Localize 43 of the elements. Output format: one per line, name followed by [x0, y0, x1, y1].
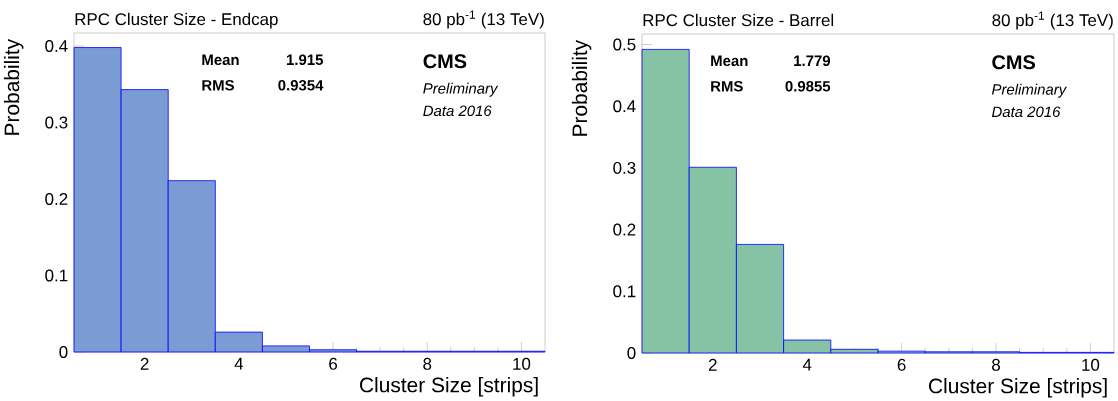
- y-tick-label: 0: [627, 347, 636, 359]
- x-tick-label: 4: [802, 358, 812, 371]
- x-tick-label: 10: [1082, 358, 1100, 371]
- chart-subtitle: 80 pb$^{-1}$ (13 TeV): [992, 11, 1113, 30]
- y-axis-title: Probability: [571, 39, 592, 136]
- y-tick-label: 0.3: [613, 161, 636, 174]
- x-tick-label: 6: [329, 357, 338, 370]
- y-axis-title: Probability: [3, 38, 24, 135]
- annotation: Preliminary: [423, 82, 499, 97]
- annotation: CMS: [992, 55, 1035, 70]
- annotation: Data 2016: [423, 105, 492, 117]
- y-tick-label: 0.2: [613, 223, 636, 236]
- x-tick-label: 2: [708, 358, 717, 371]
- annotation: 0.9855: [785, 80, 831, 92]
- annotation: 1.779: [794, 55, 831, 67]
- x-tick-label: 6: [897, 358, 906, 371]
- annotation: 1.915: [286, 54, 324, 66]
- x-tick-label: 8: [423, 357, 432, 370]
- annotation: Data 2016: [991, 106, 1061, 118]
- y-tick-label: 0.4: [45, 40, 68, 53]
- annotation: 0.9354: [278, 79, 324, 91]
- y-tick-label: 0.1: [613, 285, 636, 298]
- x-axis-title: Cluster Size [strips]: [360, 376, 538, 397]
- annotation: CMS: [423, 54, 467, 69]
- y-tick-label: 0.3: [45, 116, 68, 129]
- x-tick-label: 8: [992, 358, 1000, 371]
- chart-title: RPC Cluster Size - Barrel: [643, 13, 834, 27]
- y-tick-label: 0.2: [45, 193, 68, 205]
- y-tick-label: 0: [59, 346, 68, 358]
- y-tick-label: 0.1: [45, 269, 68, 282]
- y-tick-label: 0.5: [613, 38, 636, 51]
- chart-subtitle: 80 pb$^{-1}$ (13 TeV): [423, 10, 544, 29]
- annotation: Mean: [711, 55, 748, 67]
- annotation: RMS: [711, 80, 743, 92]
- x-tick-label: 2: [140, 357, 149, 370]
- annotation: Preliminary: [991, 83, 1067, 98]
- y-tick-label: 0.4: [613, 100, 636, 113]
- x-tick-label: 4: [234, 357, 244, 370]
- x-tick-label: 10: [513, 357, 531, 370]
- x-axis-title: Cluster Size [strips]: [929, 377, 1107, 398]
- chart-title: RPC Cluster Size - Endcap: [75, 12, 278, 29]
- annotation: Mean: [202, 54, 239, 66]
- annotation: RMS: [202, 79, 234, 91]
